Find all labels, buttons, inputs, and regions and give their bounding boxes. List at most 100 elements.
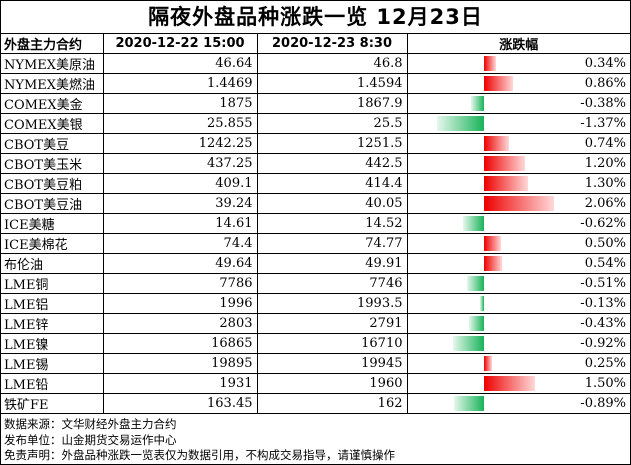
change-percent: 1.50%: [584, 376, 626, 391]
curr-price: 1993.5: [256, 293, 408, 314]
change-bar-down: [436, 116, 484, 131]
change-percent: 1.30%: [584, 176, 626, 191]
change-bar-down: [470, 96, 484, 111]
table-row: LME锡 19895 19945 0.25%: [1, 353, 630, 374]
contract-name: NYMEX美原油: [1, 53, 104, 74]
prev-price: 16865: [102, 333, 258, 354]
table-row: COMEX美金 1875 1867.9 -0.38%: [1, 93, 630, 114]
table-row: CBOT美豆油 39.24 40.05 2.06%: [1, 193, 630, 214]
prev-price: 1242.25: [102, 133, 258, 154]
price-change-table: 外盘主力合约 2020-12-22 15:00 2020-12-23 8:30 …: [1, 34, 630, 414]
contract-name: CBOT美豆油: [1, 193, 104, 214]
contract-name: COMEX美金: [1, 93, 104, 114]
contract-name: COMEX美银: [1, 113, 104, 134]
change-bar-up: [483, 136, 509, 151]
change-cell: 1.20%: [406, 153, 630, 174]
change-percent: -0.89%: [580, 396, 626, 411]
curr-price: 40.05: [256, 193, 408, 214]
curr-price: 7746: [256, 273, 408, 294]
contract-name: ICE美棉花: [1, 233, 104, 254]
change-percent: -0.62%: [580, 216, 626, 231]
curr-price: 1960: [256, 373, 408, 394]
prev-price: 7786: [102, 273, 258, 294]
change-percent: 0.54%: [584, 256, 626, 271]
prev-price: 163.45: [102, 393, 258, 414]
change-bar-down: [466, 276, 484, 291]
prev-price: 39.24: [102, 193, 258, 214]
prev-price: 49.64: [102, 253, 258, 274]
header-change: 涨跌幅: [406, 34, 630, 54]
prev-price: 46.64: [102, 53, 258, 74]
table-row: LME铅 1931 1960 1.50%: [1, 373, 630, 394]
prev-price: 74.4: [102, 233, 258, 254]
change-bar-up: [483, 156, 525, 171]
change-cell: 0.74%: [406, 133, 630, 154]
contract-name: LME锡: [1, 353, 104, 374]
header-prev-time: 2020-12-22 15:00: [102, 34, 258, 54]
prev-price: 1996: [102, 293, 258, 314]
prev-price: 14.61: [102, 213, 258, 234]
table-row: LME铝 1996 1993.5 -0.13%: [1, 293, 630, 314]
curr-price: 46.8: [256, 53, 408, 74]
change-percent: -0.51%: [580, 276, 626, 291]
prev-price: 1931: [102, 373, 258, 394]
table-row: 铁矿FE 163.45 162 -0.89%: [1, 393, 630, 414]
change-cell: 0.54%: [406, 253, 630, 274]
change-cell: -0.38%: [406, 93, 630, 114]
change-bar-up: [483, 376, 535, 391]
contract-name: CBOT美玉米: [1, 153, 104, 174]
contract-name: 铁矿FE: [1, 393, 104, 414]
change-percent: 0.86%: [584, 76, 626, 91]
change-bar-down: [453, 396, 484, 411]
change-bar-up: [483, 256, 502, 271]
contract-name: LME铝: [1, 293, 104, 314]
change-bar-up: [483, 76, 513, 91]
change-bar-up: [483, 196, 554, 211]
contract-name: LME锌: [1, 313, 104, 334]
change-bar-down: [468, 316, 484, 331]
contract-name: LME铅: [1, 373, 104, 394]
contract-name: ICE美糖: [1, 213, 104, 234]
change-percent: -0.43%: [580, 316, 626, 331]
contract-name: 布伦油: [1, 253, 104, 274]
curr-price: 16710: [256, 333, 408, 354]
table-row: 布伦油 49.64 49.91 0.54%: [1, 253, 630, 274]
prev-price: 409.1: [102, 173, 258, 194]
change-cell: -1.37%: [406, 113, 630, 134]
curr-price: 414.4: [256, 173, 408, 194]
change-cell: 0.86%: [406, 73, 630, 94]
curr-price: 19945: [256, 353, 408, 374]
change-cell: -0.92%: [406, 333, 630, 354]
note-publisher: 发布单位：山金期货交易运作中心: [4, 432, 177, 447]
curr-price: 74.77: [256, 233, 408, 254]
change-bar-down: [452, 336, 484, 351]
table-row: NYMEX美原油 46.64 46.8 0.34%: [1, 53, 630, 74]
change-percent: -0.13%: [580, 296, 626, 311]
table-row: ICE美糖 14.61 14.52 -0.62%: [1, 213, 630, 234]
curr-price: 1251.5: [256, 133, 408, 154]
change-bar-down: [462, 216, 484, 231]
header-curr-time: 2020-12-23 8:30: [256, 34, 408, 54]
change-cell: 1.30%: [406, 173, 630, 194]
change-cell: 0.34%: [406, 53, 630, 74]
change-cell: 0.25%: [406, 353, 630, 374]
contract-name: LME镍: [1, 333, 104, 354]
contract-name: CBOT美豆: [1, 133, 104, 154]
change-cell: 0.50%: [406, 233, 630, 254]
change-cell: -0.89%: [406, 393, 630, 414]
note-source: 数据来源：文华财经外盘主力合约: [4, 417, 177, 431]
report-title: 隔夜外盘品种涨跌一览 12月23日: [1, 1, 630, 34]
change-percent: 0.74%: [584, 136, 626, 151]
contract-name: NYMEX美燃油: [1, 73, 104, 94]
prev-price: 19895: [102, 353, 258, 374]
change-percent: 2.06%: [584, 196, 626, 211]
contract-name: CBOT美豆粕: [1, 173, 104, 194]
table-row: CBOT美豆 1242.25 1251.5 0.74%: [1, 133, 630, 154]
table-header-row: 外盘主力合约 2020-12-22 15:00 2020-12-23 8:30 …: [1, 34, 630, 54]
change-cell: -0.43%: [406, 313, 630, 334]
prev-price: 1875: [102, 93, 258, 114]
change-cell: -0.13%: [406, 293, 630, 314]
table-row: LME镍 16865 16710 -0.92%: [1, 333, 630, 354]
change-bar-up: [483, 236, 501, 251]
